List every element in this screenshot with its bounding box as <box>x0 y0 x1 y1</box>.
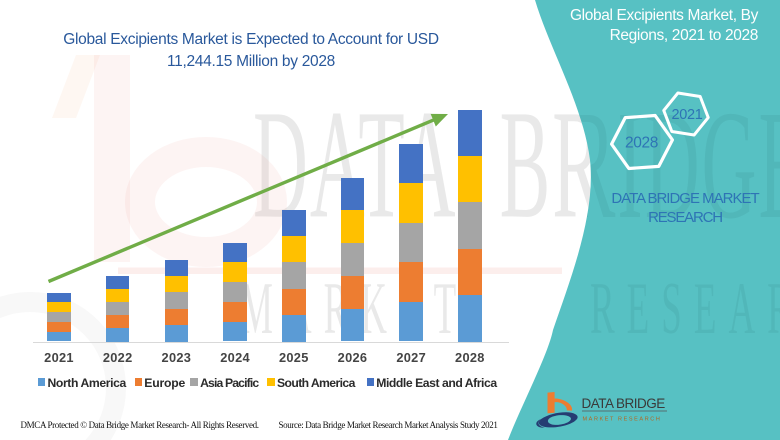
svg-text:DATA BRIDGE: DATA BRIDGE <box>582 396 666 411</box>
svg-text:RESEARCH: RESEARCH <box>590 267 780 349</box>
svg-text:2028: 2028 <box>625 135 658 152</box>
svg-text:MARKET RESEARCH: MARKET RESEARCH <box>583 417 662 423</box>
svg-text:2021: 2021 <box>671 107 702 123</box>
